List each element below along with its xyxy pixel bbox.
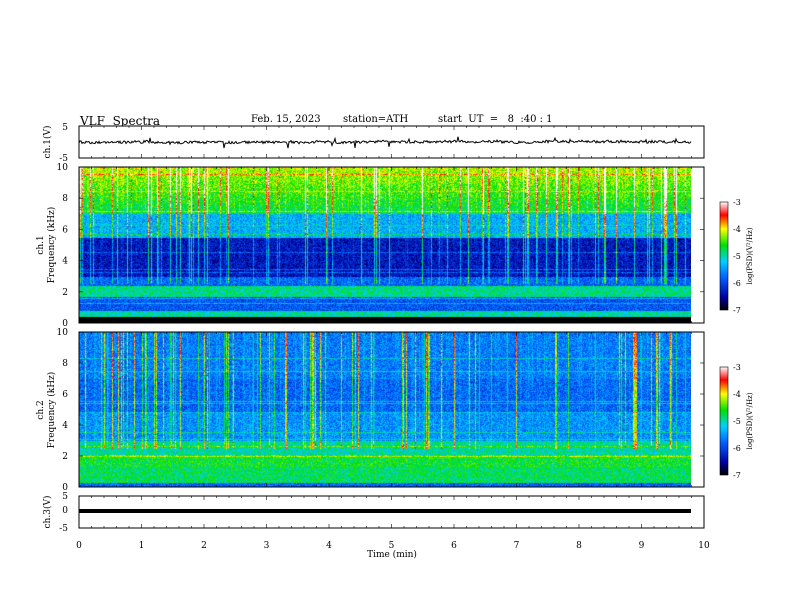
cb1-tick-4: -7 — [733, 306, 741, 315]
yt1-label-8: 8 — [62, 194, 68, 204]
cb2-tick-4: -7 — [733, 471, 741, 480]
colorbar-ch1-label: log(PSD)(V²/Hz) — [746, 227, 754, 284]
cb1-tick-0: -3 — [733, 198, 741, 207]
colorbar-ch2-gradient — [719, 366, 729, 476]
yt2-label-8: 8 — [62, 359, 68, 369]
station-label: station=ATH — [343, 114, 409, 125]
ch1-ytick-bottom: -5 — [59, 154, 68, 164]
cb2-tick-0: -3 — [733, 363, 741, 372]
colorbar-ch2: -3 -4 -5 -6 -7 log(PSD)(V²/Hz) — [719, 363, 754, 480]
cb2-tick-2: -5 — [733, 417, 741, 426]
x-axis-label: Time (min) — [367, 549, 417, 560]
x-tick-label-3: 3 — [264, 541, 270, 551]
x-tick-label-5: 5 — [389, 541, 395, 551]
cb2-tick-3: -6 — [733, 444, 741, 453]
colorbar-ch1: -3 -4 -5 -6 -7 log(PSD)(V²/Hz) — [719, 198, 754, 315]
x-tick-label-1: 1 — [139, 541, 145, 551]
x-tick-label-2: 2 — [201, 541, 207, 551]
x-tick-label-0: 0 — [76, 541, 82, 551]
yt1-label-2: 2 — [62, 288, 68, 298]
ch3-ytick-bottom: -5 — [59, 524, 68, 534]
x-tick-label-10: 10 — [698, 541, 710, 551]
yt2-label-0: 0 — [62, 483, 68, 493]
waveform-ch3-trace — [79, 509, 691, 513]
waveform-ch1-trace — [78, 136, 692, 149]
chart-title: VLF Spectra — [80, 114, 161, 128]
yt1-label-4: 4 — [62, 257, 68, 267]
cb2-tick-1: -4 — [733, 390, 741, 399]
yt2-label-4: 4 — [62, 421, 68, 431]
x-tick-label-9: 9 — [639, 541, 645, 551]
yt1-label-6: 6 — [62, 225, 68, 235]
x-tick-label-4: 4 — [326, 541, 332, 551]
spectrogram-ch2-image — [79, 332, 691, 487]
yt2-label-10: 10 — [57, 328, 69, 338]
date-label: Feb. 15, 2023 — [251, 114, 321, 125]
cb1-tick-2: -5 — [733, 252, 741, 261]
cb1-tick-3: -6 — [733, 279, 741, 288]
x-axis: 0 1 2 3 4 5 6 7 8 9 10 — [76, 126, 710, 551]
ch1-waveform-ylabel: ch.1(V) — [42, 126, 53, 159]
ch2-spec-ylabel-freq: Frequency (kHz) — [46, 372, 57, 449]
colorbar-ch2-label: log(PSD)(V²/Hz) — [746, 392, 754, 449]
yt1-label-0: 0 — [62, 319, 68, 329]
ch3-waveform-ylabel: ch.3(V) — [42, 496, 53, 529]
ch1-ytick-top: 5 — [62, 123, 68, 133]
ch2-spec-ylabel-channel: ch.2 — [36, 400, 46, 419]
colorbar-ch1-gradient — [719, 201, 729, 311]
ch1-spec-ylabel-channel: ch.1 — [36, 235, 46, 254]
x-tick-label-6: 6 — [451, 541, 457, 551]
ch3-ytick-top: 5 — [62, 492, 68, 502]
spectrogram-ch2-panel: 0 2 4 6 8 10 ch.2 Frequency (kHz) — [36, 328, 705, 493]
start-time-label: start UT = 8 :40 : 1 — [438, 114, 553, 125]
yt2-label-2: 2 — [62, 452, 68, 462]
spectrogram-ch1-panel: 0 2 4 6 8 10 ch.1 Frequency (kHz) — [36, 163, 705, 329]
spectrogram-ch1-image — [79, 167, 691, 323]
x-tick-label-8: 8 — [576, 541, 582, 551]
yt1-label-10: 10 — [57, 163, 69, 173]
x-tick-label-7: 7 — [514, 541, 520, 551]
yt2-label-6: 6 — [62, 390, 68, 400]
ch1-spec-ylabel-freq: Frequency (kHz) — [46, 207, 57, 284]
ch3-ytick-mid: 0 — [62, 506, 68, 516]
cb1-tick-1: -4 — [733, 225, 741, 234]
